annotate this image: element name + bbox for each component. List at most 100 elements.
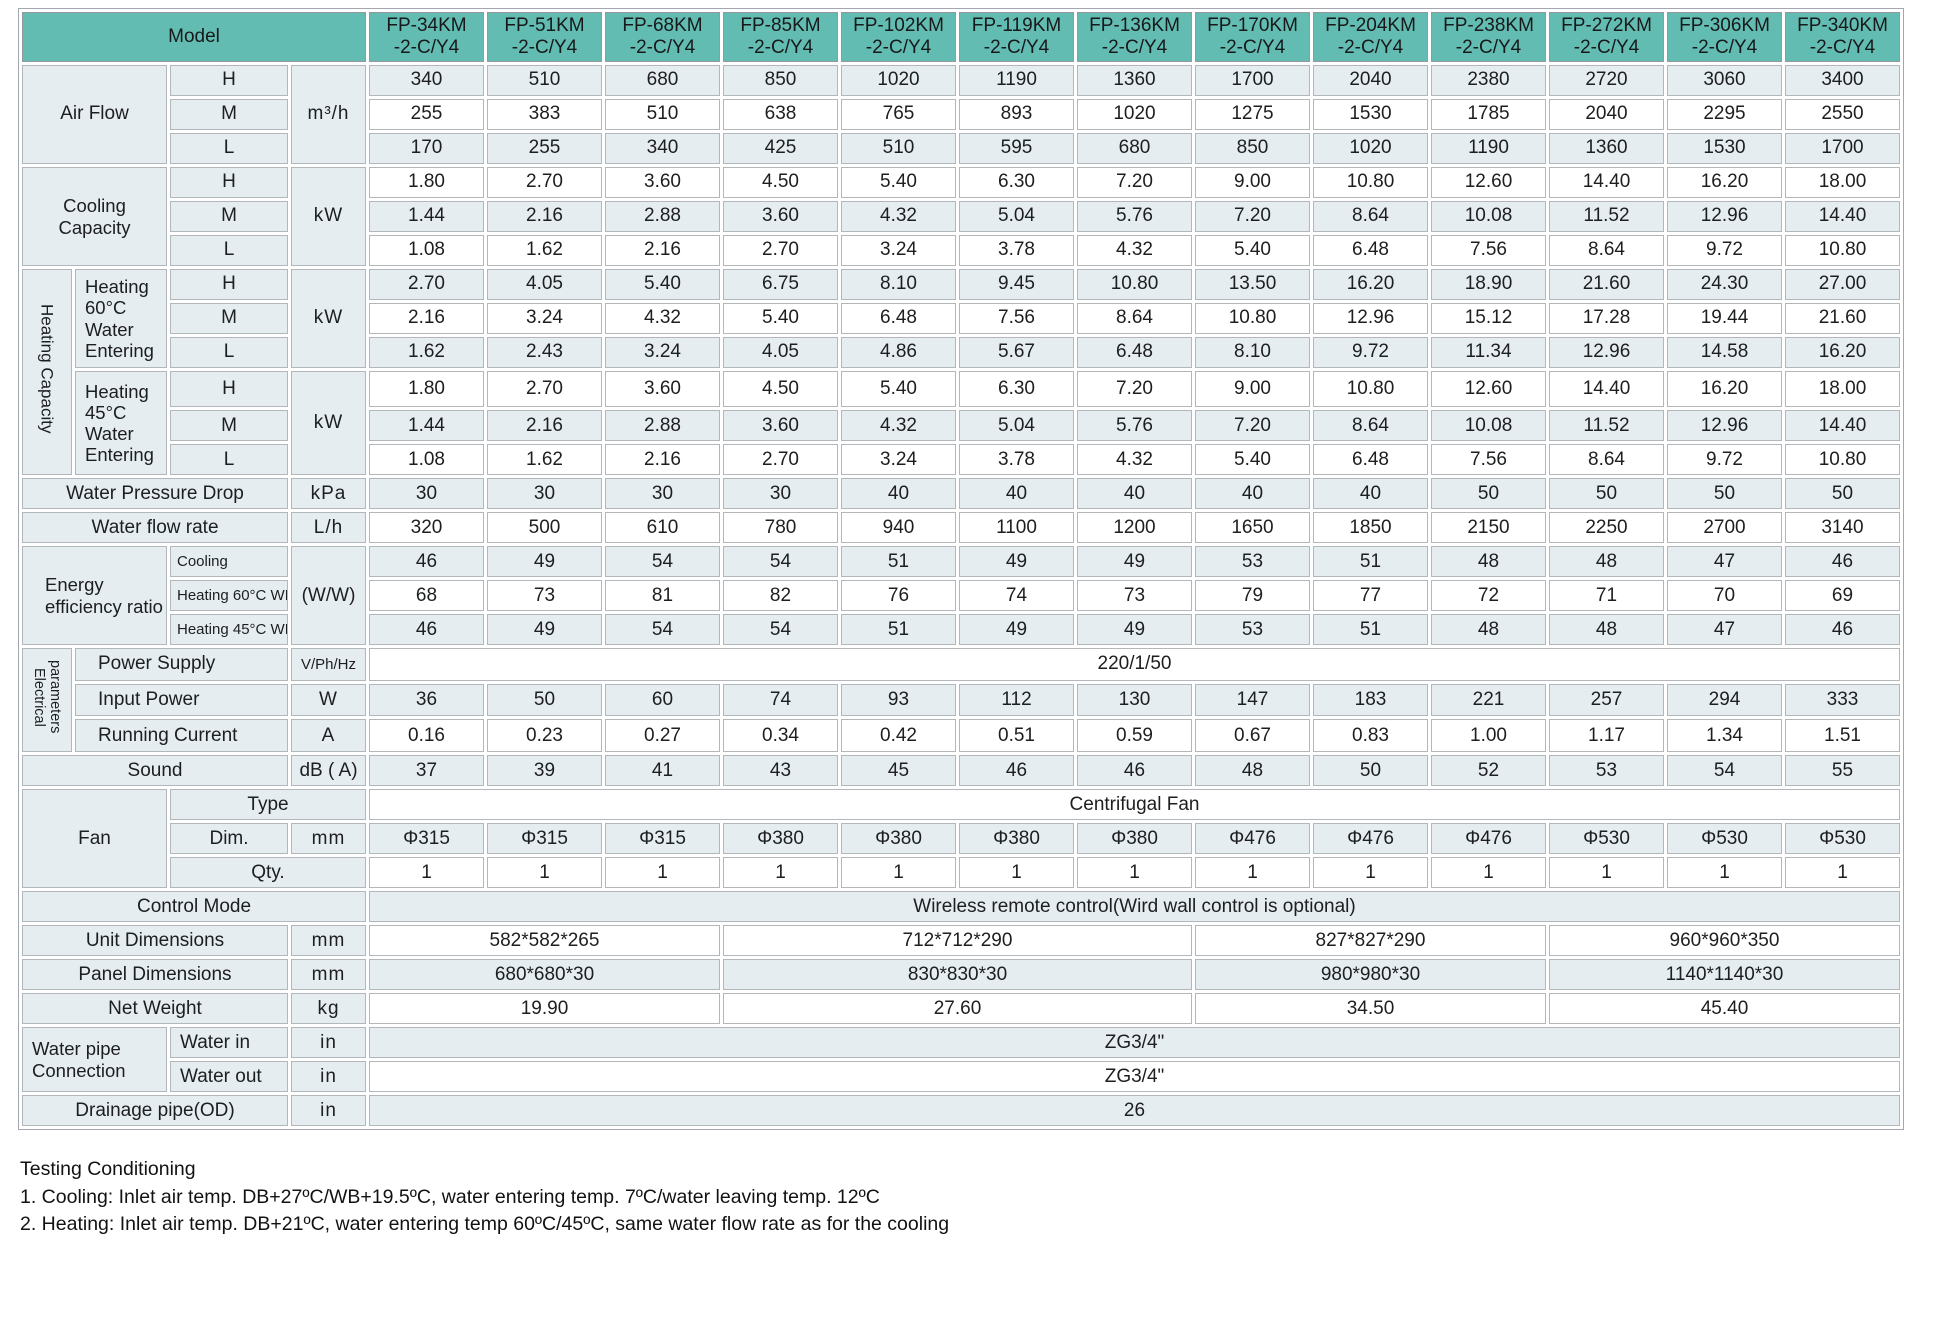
- model-column-header: FP-102KM -2-C/Y4: [841, 12, 956, 62]
- value-cell: 1: [1549, 857, 1664, 889]
- value-cell: Φ476: [1431, 823, 1546, 855]
- value-cell: 2.70: [723, 444, 838, 476]
- value-cell: 9.00: [1195, 371, 1310, 408]
- value-cell: 112: [959, 683, 1074, 717]
- fan-coil-spec-table: Model FP-34KM -2-C/Y4 FP-51KM -2-C/Y4 FP…: [18, 8, 1904, 1131]
- value-cell: 765: [841, 99, 956, 130]
- value-cell: 4.32: [605, 303, 720, 334]
- value-cell: 10.80: [1313, 371, 1428, 408]
- value-cell: 54: [723, 614, 838, 646]
- value-cell: 2.16: [369, 303, 484, 334]
- value-cell: 2.70: [369, 269, 484, 300]
- value-cell: 3.60: [605, 371, 720, 408]
- value-cell: 510: [841, 133, 956, 164]
- value-cell: 4.32: [1077, 444, 1192, 476]
- label-input-power: Input Power: [75, 683, 288, 717]
- value-cell: 30: [487, 478, 602, 510]
- model-column-header: FP-204KM -2-C/Y4: [1313, 12, 1428, 62]
- row-eer-heating45: Heating 45°C WET 46495454514949535148484…: [22, 614, 1900, 646]
- value-cell: 294: [1667, 683, 1782, 717]
- value-cell: 1700: [1785, 133, 1900, 164]
- value-cell: 76: [841, 580, 956, 612]
- net-weight-group-2: 27.60: [723, 993, 1192, 1025]
- row-water-out: Water out in ZG3/4": [22, 1061, 1900, 1093]
- value-cell: 8.64: [1313, 410, 1428, 442]
- unit-in: in: [291, 1027, 366, 1059]
- value-cell: 9.00: [1195, 167, 1310, 198]
- value-cell: 12.60: [1431, 371, 1546, 408]
- value-cell: 130: [1077, 683, 1192, 717]
- value-cell: 10.80: [1785, 235, 1900, 266]
- unit-lh: L/h: [291, 512, 366, 544]
- value-cell: 1785: [1431, 99, 1546, 130]
- value-cell: 4.32: [841, 201, 956, 232]
- value-cell: Φ380: [959, 823, 1074, 855]
- value-cell: 16.20: [1785, 337, 1900, 368]
- value-cell: 1: [1667, 857, 1782, 889]
- value-cell: 9.45: [959, 269, 1074, 300]
- value-cell: 73: [1077, 580, 1192, 612]
- value-cell: 79: [1195, 580, 1310, 612]
- label-cooling-capacity: Cooling Capacity: [22, 167, 167, 266]
- value-cell: 2.16: [605, 235, 720, 266]
- value-cell: 1.80: [369, 167, 484, 198]
- value-cell: 51: [841, 614, 956, 646]
- label-eer: Energy efficiency ratio: [22, 546, 167, 646]
- label-l: L: [170, 235, 288, 266]
- value-cell: 53: [1549, 755, 1664, 787]
- value-cell: 12.96: [1667, 201, 1782, 232]
- value-cell: 40: [1313, 478, 1428, 510]
- value-cell: 24.30: [1667, 269, 1782, 300]
- value-cell: 940: [841, 512, 956, 544]
- row-water-in: Water pipe Connection Water in in ZG3/4": [22, 1027, 1900, 1093]
- unit-kw: kW: [291, 269, 366, 368]
- value-cell: 2.88: [605, 410, 720, 442]
- value-cell: 54: [605, 546, 720, 578]
- value-cell: 43: [723, 755, 838, 787]
- value-cell: 50: [1785, 478, 1900, 510]
- value-cell: 49: [487, 546, 602, 578]
- value-cell: 6.30: [959, 167, 1074, 198]
- unit-mm: mm: [291, 959, 366, 991]
- row-input-power: Input Power W 36 50 60 74 93 112 130 147 183 221 2…: [22, 683, 1900, 717]
- value-cell: 6.48: [1313, 235, 1428, 266]
- value-cell: 5.67: [959, 337, 1074, 368]
- value-cell: 7.20: [1195, 201, 1310, 232]
- value-cell: 8.64: [1077, 303, 1192, 334]
- row-unit-dimensions: Unit Dimensions mm 582*582*265 712*712*2…: [22, 925, 1900, 957]
- label-m: M: [170, 410, 288, 442]
- value-cell: 71: [1549, 580, 1664, 612]
- value-cell: 1360: [1077, 65, 1192, 96]
- value-cell: 11.52: [1549, 410, 1664, 442]
- value-cell: 16.20: [1667, 371, 1782, 408]
- model-column-header: FP-34KM -2-C/Y4: [369, 12, 484, 62]
- value-cell: 425: [723, 133, 838, 164]
- value-cell: 1: [1431, 857, 1546, 889]
- water-out-value: ZG3/4": [369, 1061, 1900, 1093]
- value-cell: 0.67: [1195, 719, 1310, 753]
- value-cell: 7.56: [959, 303, 1074, 334]
- value-cell: 8.64: [1313, 201, 1428, 232]
- value-cell: Φ530: [1785, 823, 1900, 855]
- row-heating60-h: Heating Capacity Heating 60°C Water Ente…: [22, 269, 1900, 476]
- model-column-header: FP-85KM -2-C/Y4: [723, 12, 838, 62]
- label-eer-heating60: Heating 60°C WET: [170, 580, 288, 612]
- value-cell: 49: [959, 614, 1074, 646]
- value-cell: 74: [723, 683, 838, 717]
- value-cell: 50: [1431, 478, 1546, 510]
- value-cell: 170: [369, 133, 484, 164]
- net-weight-group-4: 45.40: [1549, 993, 1900, 1025]
- value-cell: 13.50: [1195, 269, 1310, 300]
- value-cell: 8.10: [841, 269, 956, 300]
- value-cell: 12.96: [1667, 410, 1782, 442]
- value-cell: 1.44: [369, 201, 484, 232]
- row-heating60-l: L 1.62 2.43 3.24 4.05 4.86 5.67 6.48 8.10 9.72 11…: [22, 337, 1900, 368]
- label-heating-45: Heating 45°C Water Entering: [75, 371, 167, 476]
- heating-capacity-vertical-text: Heating Capacity: [37, 304, 57, 434]
- value-cell: 4.32: [1077, 235, 1192, 266]
- value-cell: 36: [369, 683, 484, 717]
- label-h: H: [170, 371, 288, 408]
- value-cell: 72: [1431, 580, 1546, 612]
- value-cell: 6.48: [841, 303, 956, 334]
